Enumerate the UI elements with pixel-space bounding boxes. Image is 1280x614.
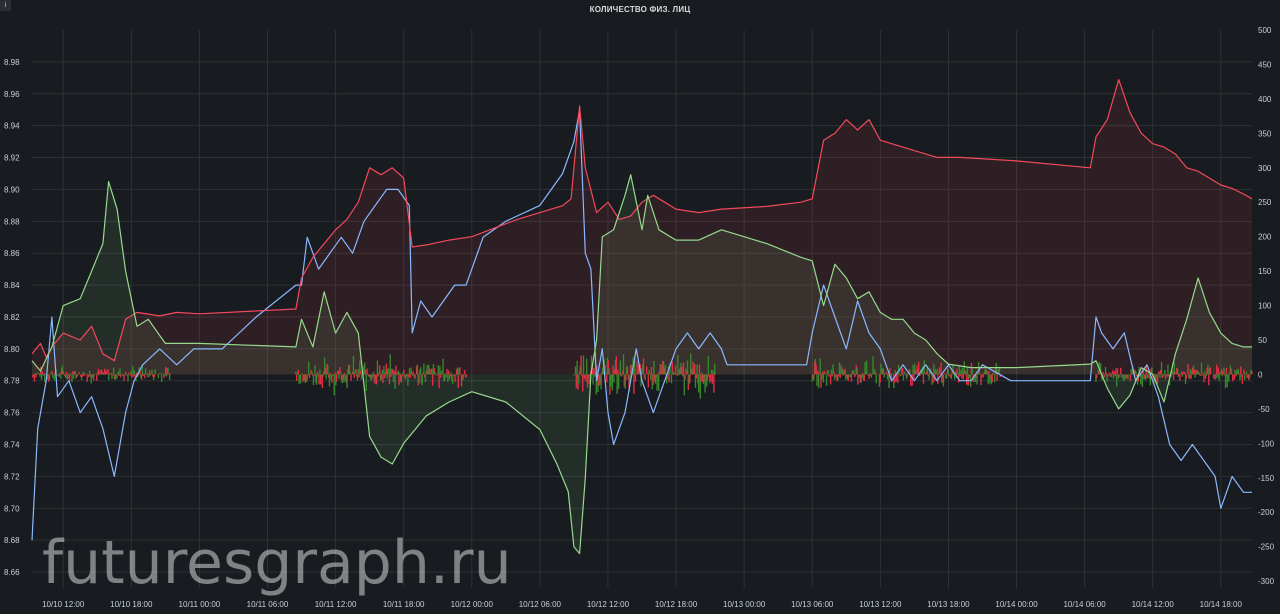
x-tick-label: 10/10 18:00	[110, 600, 153, 609]
left-tick-label: 8.86	[4, 249, 20, 258]
series-fill-2	[32, 174, 1252, 554]
right-tick-label: 300	[1258, 164, 1272, 173]
x-tick-label: 10/12 18:00	[655, 600, 698, 609]
left-tick-label: 8.68	[4, 536, 20, 545]
left-tick-label: 8.66	[4, 568, 20, 577]
right-tick-label: -50	[1258, 405, 1270, 414]
right-tick-label: 150	[1258, 267, 1272, 276]
right-tick-label: 350	[1258, 129, 1272, 138]
left-tick-label: 8.90	[4, 185, 20, 194]
x-tick-label: 10/12 06:00	[519, 600, 562, 609]
x-tick-label: 10/14 18:00	[1200, 600, 1243, 609]
left-axis: 8.66 8.68 8.70 8.72 8.74 8.76 8.78 8.80 8.82 8.84…	[4, 58, 20, 577]
right-tick-label: 100	[1258, 302, 1272, 311]
right-tick-label: -150	[1258, 474, 1275, 483]
x-tick-label: 10/11 18:00	[383, 600, 425, 609]
x-axis: 10/10 12:00 10/10 18:00 10/11 00:00 10/11 0…	[42, 600, 1242, 609]
x-tick-label: 10/11 00:00	[179, 600, 221, 609]
left-tick-label: 8.88	[4, 217, 20, 226]
series-fills	[32, 79, 1252, 554]
right-tick-label: -100	[1258, 439, 1275, 448]
right-tick-label: -300	[1258, 577, 1275, 586]
right-tick-label: 50	[1258, 336, 1267, 345]
x-tick-label: 10/11 12:00	[315, 600, 357, 609]
right-tick-label: 450	[1258, 60, 1272, 69]
left-tick-label: 8.94	[4, 122, 20, 131]
left-tick-label: 8.72	[4, 472, 20, 481]
right-axis: -300 -250 -200 -150 -100 -50 0 50 100 150 200 250 30…	[1258, 26, 1275, 586]
right-tick-label: 250	[1258, 198, 1272, 207]
watermark: futuresgraph.ru	[42, 528, 512, 598]
left-tick-label: 8.82	[4, 313, 20, 322]
right-tick-label: -200	[1258, 508, 1275, 517]
x-tick-label: 10/12 12:00	[587, 600, 630, 609]
left-tick-label: 8.70	[4, 504, 20, 513]
series-line-0	[31, 109, 1252, 541]
x-tick-label: 10/11 06:00	[247, 600, 289, 609]
x-tick-label: 10/13 12:00	[859, 600, 902, 609]
x-tick-label: 10/14 00:00	[995, 600, 1038, 609]
chart-title: КОЛИЧЕСТВО ФИЗ. ЛИЦ	[589, 5, 691, 14]
left-tick-label: 8.76	[4, 409, 20, 418]
left-tick-label: 8.96	[4, 90, 20, 99]
right-tick-label: 0	[1258, 370, 1263, 379]
x-tick-label: 10/13 18:00	[927, 600, 970, 609]
series-line-1	[31, 79, 1253, 362]
left-tick-label: 8.84	[4, 281, 20, 290]
series-lines	[31, 79, 1253, 555]
x-tick-label: 10/12 00:00	[451, 600, 494, 609]
left-tick-label: 8.78	[4, 377, 20, 386]
right-tick-label: 400	[1258, 95, 1272, 104]
x-tick-label: 10/10 12:00	[42, 600, 85, 609]
right-tick-label: 500	[1258, 26, 1272, 35]
x-tick-label: 10/14 06:00	[1063, 600, 1106, 609]
right-tick-label: -250	[1258, 543, 1275, 552]
grid-lines	[32, 30, 1252, 588]
x-tick-label: 10/13 00:00	[723, 600, 766, 609]
left-tick-label: 8.74	[4, 441, 20, 450]
left-tick-label: 8.92	[4, 154, 20, 163]
left-tick-label: 8.98	[4, 58, 20, 67]
info-icon[interactable]: i	[0, 0, 11, 11]
right-tick-label: 200	[1258, 233, 1272, 242]
x-tick-label: 10/13 06:00	[791, 600, 834, 609]
series-line-2	[31, 174, 1252, 555]
left-tick-label: 8.80	[4, 345, 20, 354]
x-tick-label: 10/14 12:00	[1132, 600, 1175, 609]
